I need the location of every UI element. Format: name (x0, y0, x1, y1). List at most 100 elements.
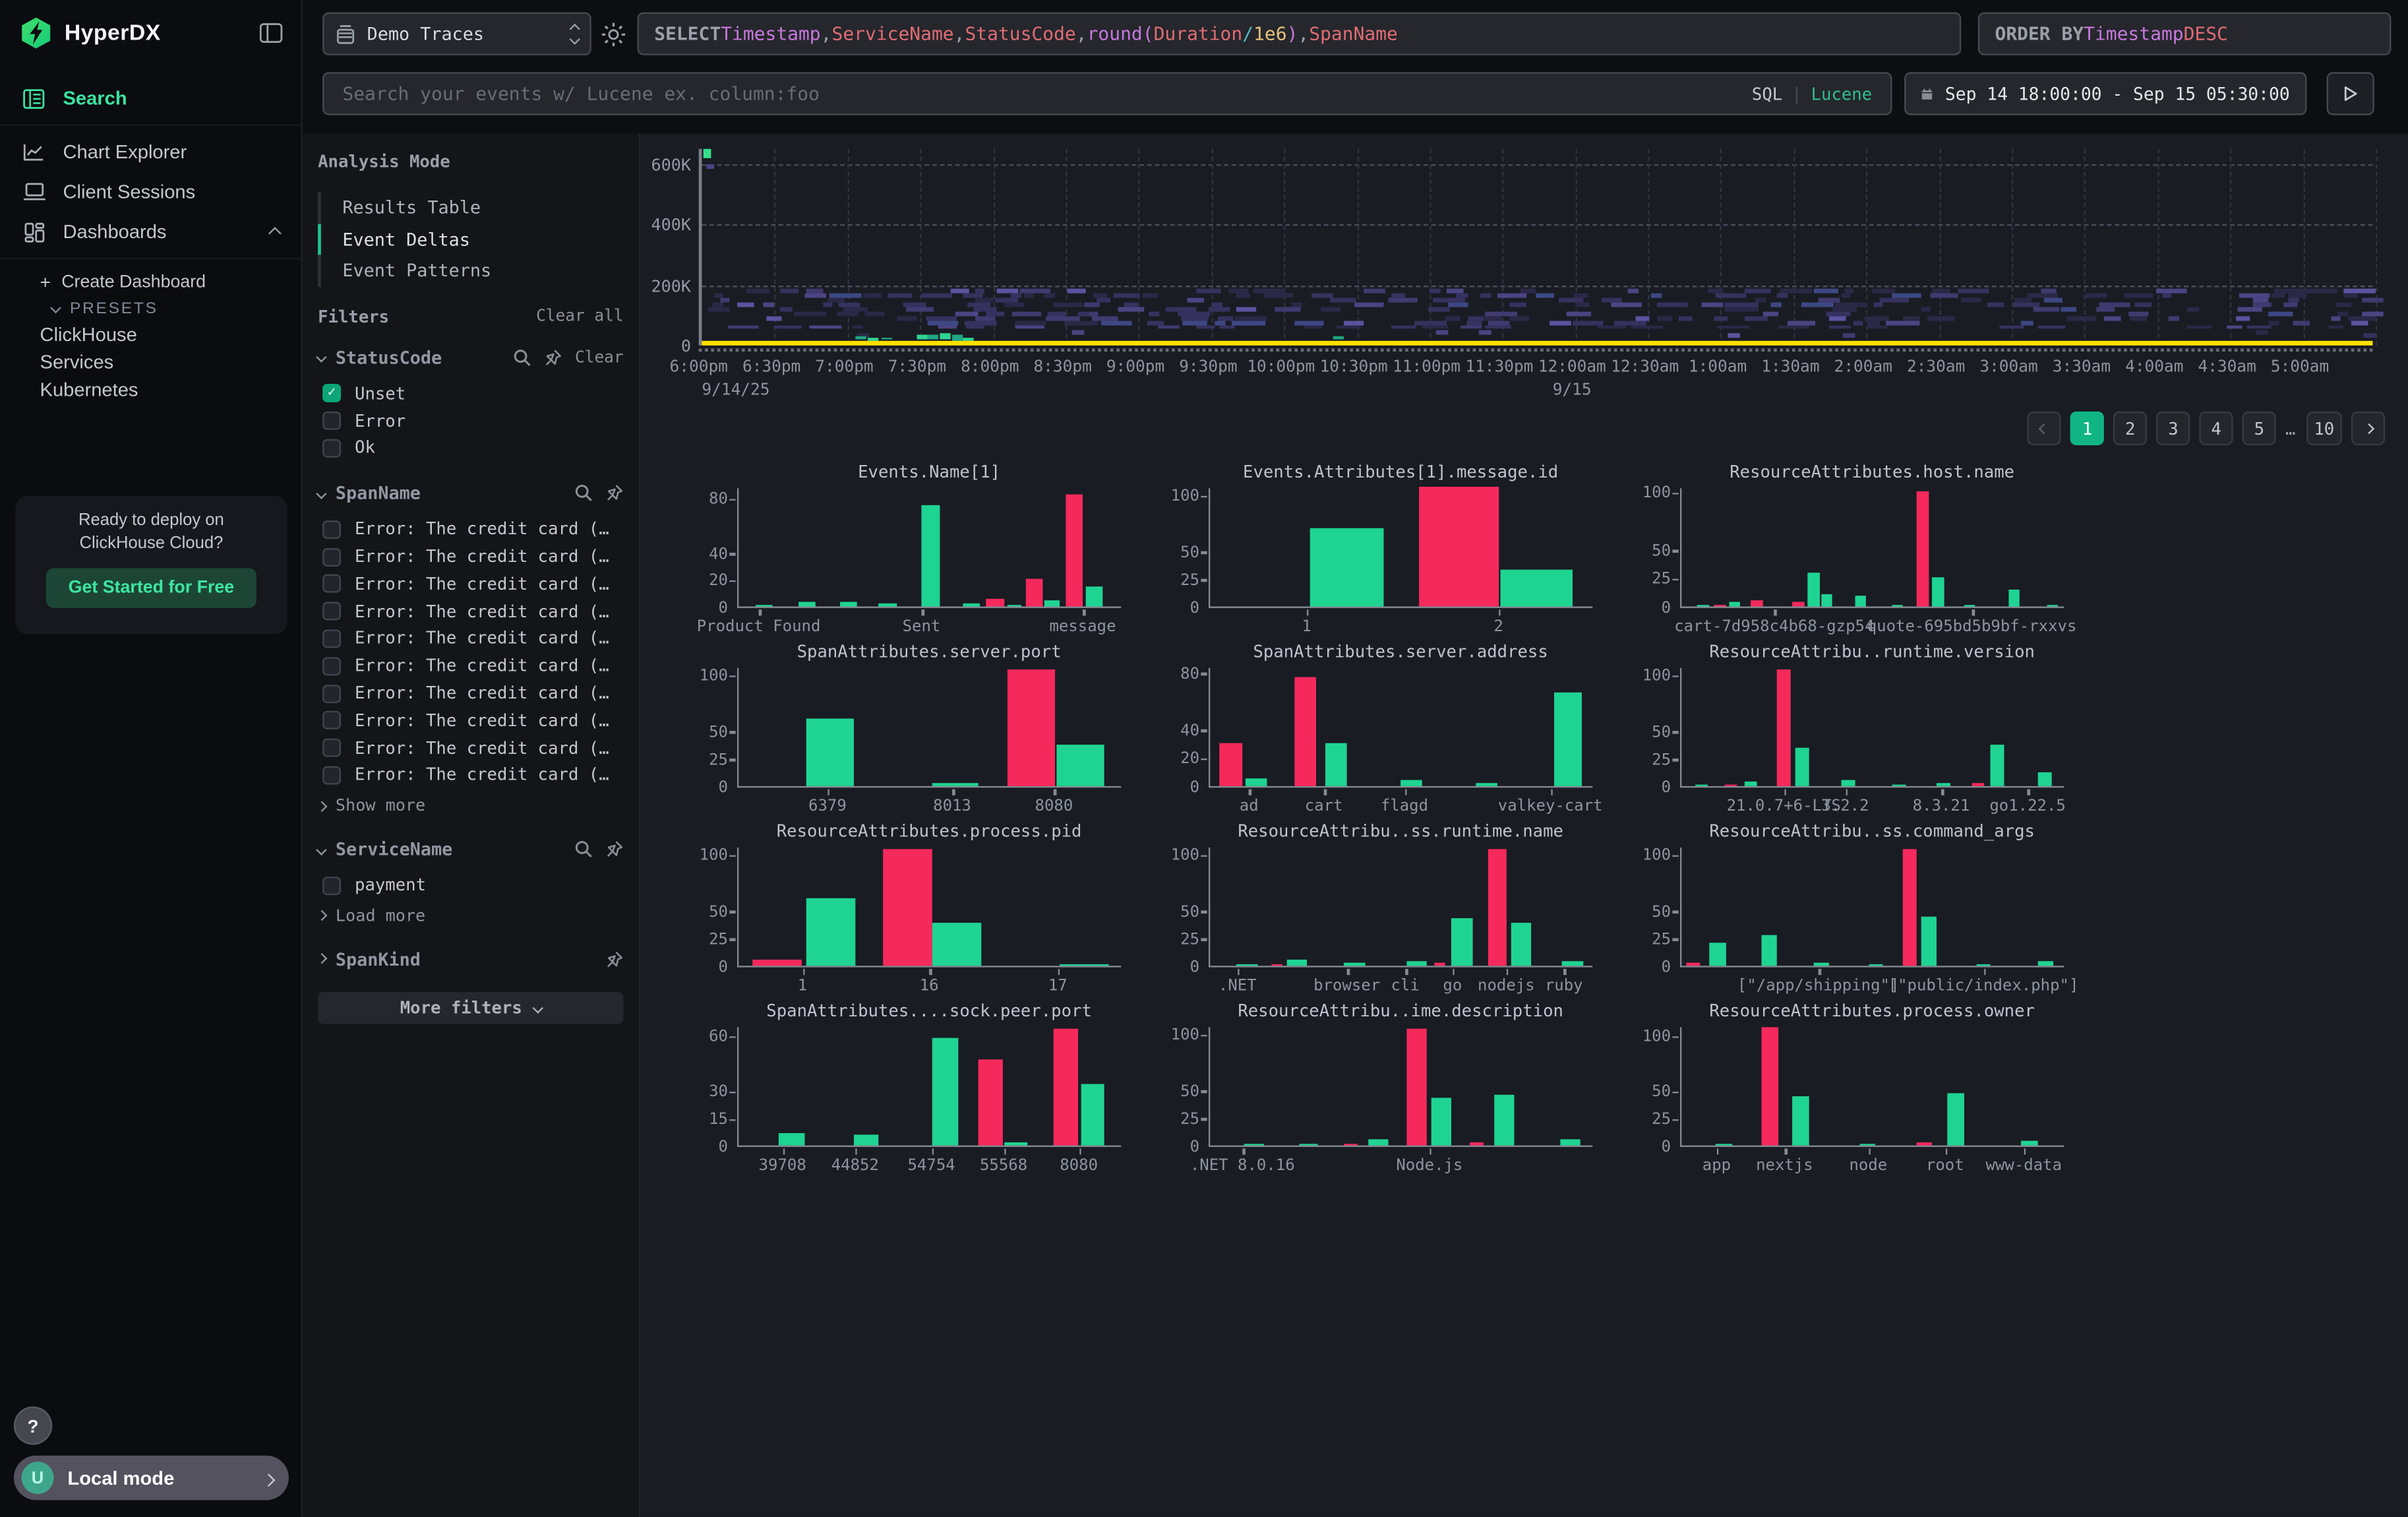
pagination-page-2[interactable]: 2 (2113, 411, 2148, 446)
heat-cell (1311, 293, 1333, 298)
sidebar-item-search[interactable]: Search (0, 78, 301, 119)
heatmap-x-tick: 12:30am (1611, 357, 1679, 377)
load-more-button[interactable]: Load more (316, 904, 623, 928)
filter-checkbox-row[interactable]: payment (322, 872, 624, 899)
filter-checkbox-row[interactable]: Error: The credit card (… (322, 625, 624, 652)
analysis-mode-option[interactable]: Results Table (318, 191, 623, 224)
checkbox-unchecked[interactable] (322, 739, 342, 758)
analysis-mode-option[interactable]: Event Patterns (318, 255, 623, 287)
filter-item-label: Error: The credit card (… (355, 710, 609, 731)
sidebar-item-dashboards[interactable]: Dashboards (0, 212, 301, 252)
filter-checkbox-row[interactable]: Error: The credit card (… (322, 571, 624, 598)
y-tick-label: 50 (709, 902, 728, 921)
pin-icon[interactable] (605, 950, 624, 968)
heat-accent-cell (855, 336, 866, 340)
pagination-page-5[interactable]: 5 (2242, 411, 2277, 446)
sidebar-item-clickhouse[interactable]: ClickHouse (40, 324, 137, 346)
time-range-picker[interactable]: Sep 14 18:00:00 - Sep 15 05:30:00 (1904, 72, 2307, 115)
search-input[interactable] (342, 82, 1752, 105)
x-tick-mark (1941, 789, 1944, 795)
y-tick-label: 100 (699, 666, 728, 685)
more-filters-button[interactable]: More filters (318, 991, 624, 1024)
checkbox-unchecked[interactable] (322, 656, 342, 675)
filter-section-header[interactable]: SpanKind (316, 948, 624, 970)
source-select[interactable]: Demo Traces (322, 12, 591, 55)
show-more-button[interactable]: Show more (316, 793, 623, 818)
pagination-page-4[interactable]: 4 (2199, 411, 2233, 446)
heat-cell (1231, 320, 1265, 325)
sql-orderby-editor[interactable]: ORDER BY Timestamp DESC (1977, 12, 2392, 55)
filter-checkbox-row[interactable]: Error: The credit card (… (322, 762, 624, 789)
heat-cell (1466, 320, 1482, 325)
checkbox-unchecked[interactable] (322, 547, 342, 567)
filter-checkbox-row[interactable]: Ok (322, 435, 624, 462)
sidebar-item-kubernetes[interactable]: Kubernetes (40, 379, 138, 401)
pagination-page-10[interactable]: 10 (2306, 411, 2342, 446)
sql-select-editor[interactable]: SELECT Timestamp, ServiceName, StatusCod… (637, 12, 1962, 55)
checkbox-unchecked[interactable] (322, 520, 342, 539)
filter-item-label: Error: The credit card (… (355, 601, 609, 622)
filter-checkbox-row[interactable]: Error: The credit card (… (322, 516, 624, 543)
run-query-button[interactable] (2326, 72, 2374, 115)
pagination-page-1[interactable]: 1 (2070, 411, 2105, 446)
search-icon[interactable] (574, 483, 593, 502)
clear-filter-button[interactable]: Clear (574, 348, 624, 367)
heat-cell (1780, 288, 1812, 294)
x-tick-mark (1784, 789, 1786, 795)
source-settings-gear-icon[interactable] (601, 22, 627, 48)
bar (1972, 782, 1985, 786)
heat-cell (1112, 293, 1141, 298)
analysis-mode-option[interactable]: Event Deltas (318, 223, 623, 255)
x-tick-mark (931, 1148, 934, 1155)
bar (1080, 1084, 1104, 1146)
checkbox-unchecked[interactable] (322, 412, 342, 431)
checkbox-unchecked[interactable] (322, 574, 342, 594)
pagination-next-button[interactable] (2351, 411, 2386, 446)
checkbox-unchecked[interactable] (322, 439, 342, 458)
pagination-prev-button[interactable] (2027, 411, 2061, 446)
filter-checkbox-row[interactable]: Error: The credit card (… (322, 679, 624, 706)
pin-icon[interactable] (605, 483, 624, 502)
filter-checkbox-row[interactable]: Error: The credit card (… (322, 652, 624, 679)
clear-all-filters-button[interactable]: Clear all (536, 307, 624, 326)
x-tick-mark (1323, 789, 1327, 795)
axis-date-mid: 9/15 (1552, 381, 1592, 400)
filter-checkbox-row[interactable]: Error (322, 408, 624, 435)
filter-checkbox-row[interactable]: Error: The credit card (… (322, 707, 624, 734)
pagination-page-3[interactable]: 3 (2156, 411, 2190, 446)
filter-checkbox-row[interactable]: ✓ Unset (322, 380, 624, 407)
filter-checkbox-row[interactable]: Error: The credit card (… (322, 598, 624, 625)
pin-icon[interactable] (605, 840, 624, 858)
filter-section-header[interactable]: ServiceName (316, 838, 624, 859)
filter-checkbox-row[interactable]: Error: The credit card (… (322, 543, 624, 570)
checkbox-unchecked[interactable] (322, 711, 342, 730)
sidebar-item-chart-explorer[interactable]: Chart Explorer (0, 132, 301, 172)
sql-mode-toggle[interactable]: SQL (1751, 83, 1783, 104)
y-tick-mark (1672, 731, 1679, 733)
events-heatmap[interactable] (698, 148, 2384, 346)
presets-toggle[interactable]: PRESETS (0, 295, 301, 321)
checkbox-unchecked[interactable] (322, 876, 342, 895)
sidebar-collapse-icon[interactable] (259, 23, 283, 43)
chevron-up-icon[interactable] (268, 221, 282, 243)
account-menu[interactable]: U Local mode (13, 1455, 289, 1501)
sidebar-item-services[interactable]: Services (40, 352, 114, 373)
checkbox-unchecked[interactable] (322, 629, 342, 648)
checkbox-unchecked[interactable] (322, 684, 342, 703)
search-icon[interactable] (514, 348, 532, 366)
checkbox-checked[interactable]: ✓ (322, 384, 342, 403)
checkbox-unchecked[interactable] (322, 602, 342, 621)
search-icon[interactable] (574, 840, 593, 858)
filter-section-header[interactable]: StatusCode Clear (316, 346, 624, 368)
filter-checkbox-row[interactable]: Error: The credit card (… (322, 734, 624, 761)
lucene-mode-toggle[interactable]: Lucene (1811, 83, 1873, 104)
pin-icon[interactable] (544, 348, 562, 366)
filter-item-label: payment (355, 875, 426, 896)
sidebar-item-client-sessions[interactable]: Client Sessions (0, 172, 301, 212)
help-button[interactable]: ? (13, 1406, 53, 1445)
checkbox-unchecked[interactable] (322, 766, 342, 785)
get-started-button[interactable]: Get Started for Free (45, 568, 256, 608)
filter-section-header[interactable]: SpanName (316, 482, 624, 503)
create-dashboard-button[interactable]: + Create Dashboard (0, 268, 301, 295)
chevron-down-icon (316, 844, 326, 854)
